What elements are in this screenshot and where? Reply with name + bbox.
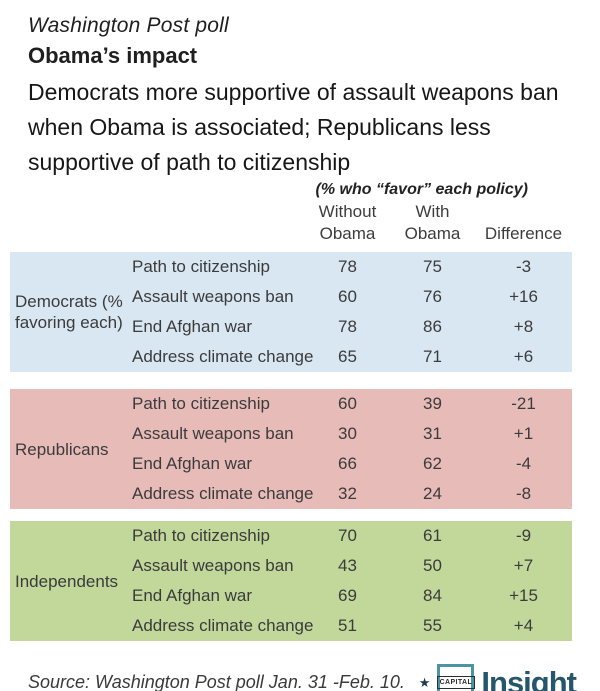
poll-table: Without Obama With Obama Difference Demo… [10,201,600,641]
star-icon: ★ [418,675,431,690]
value-difference: -3 [515,257,532,276]
source-note: Source: Washington Post poll Jan. 31 -Fe… [28,672,405,691]
group-label-republicans: Republicans [15,439,109,459]
value-without-obama: 78 [338,257,357,276]
policy-label: Assault weapons ban [132,424,294,443]
value-difference: +7 [513,556,534,575]
poll-source-kicker: Washington Post poll [28,14,229,37]
value-difference: +8 [513,317,534,336]
value-without-obama: 66 [338,454,357,473]
column-header-without-obama: Without Obama [318,202,377,243]
value-with-obama: 62 [423,454,442,473]
value-without-obama: 65 [338,347,357,366]
value-difference: -8 [515,484,532,503]
policy-label: End Afghan war [132,586,253,605]
logo-wordmark: Insight [481,665,577,691]
value-with-obama: 50 [423,556,442,575]
group-band-democrats: Democrats (% favoring each) Path to citi… [10,252,572,372]
value-with-obama: 31 [423,424,442,443]
policy-label: End Afghan war [132,317,253,336]
unit-note: (% who “favor” each policy) [315,181,528,198]
value-without-obama: 43 [338,556,357,575]
policy-label: Assault weapons ban [132,287,294,306]
policy-label: Address climate change [132,347,314,366]
capital-box: CAPITAL [436,664,476,691]
policy-label: Path to citizenship [132,394,270,413]
value-with-obama: 71 [423,347,442,366]
group-band-republicans: Republicans Path to citizenship 60 39 -2… [10,389,572,509]
value-with-obama: 61 [423,526,442,545]
value-with-obama: 76 [423,287,442,306]
value-without-obama: 78 [338,317,357,336]
value-difference: +1 [513,424,534,443]
value-with-obama: 39 [423,394,442,413]
value-with-obama: 86 [423,317,442,336]
policy-label: Assault weapons ban [132,556,294,575]
value-without-obama: 60 [338,287,357,306]
value-difference: +15 [509,586,538,605]
column-header-with-obama: With Obama [404,202,461,243]
value-difference: -21 [511,394,536,413]
value-difference: +16 [509,287,538,306]
policy-label: Path to citizenship [132,526,270,545]
subtitle: Democrats more supportive of assault wea… [28,75,572,180]
value-without-obama: 30 [338,424,357,443]
column-header-difference: Difference [484,224,563,243]
value-without-obama: 51 [338,616,357,635]
subtitle-line-3: supportive of path to citizenship [28,149,351,175]
subtitle-line-2: when Obama is associated; Republicans le… [28,114,491,140]
value-without-obama: 60 [338,394,357,413]
value-difference: +4 [513,616,534,635]
page-title: Obama’s impact [28,43,198,68]
policy-label: Address climate change [132,616,314,635]
capital-insight-logo: ★ CAPITAL Insight [418,664,577,691]
subtitle-line-1: Democrats more supportive of assault wea… [28,79,559,105]
group-label-democrats: Democrats (% favoring each) [15,292,123,332]
value-difference: -4 [515,454,532,473]
value-with-obama: 24 [423,484,442,503]
value-with-obama: 75 [423,257,442,276]
capital-box-word: CAPITAL [436,676,476,689]
value-without-obama: 69 [338,586,357,605]
header: Washington Post poll Obama’s impact Demo… [0,0,600,199]
policy-label: Path to citizenship [132,257,270,276]
policy-label: End Afghan war [132,454,253,473]
value-difference: +6 [513,347,534,366]
value-difference: -9 [515,526,532,545]
group-label-independents: Independents [15,571,119,591]
column-header-row: Without Obama With Obama Difference [10,201,572,252]
value-without-obama: 70 [338,526,357,545]
footer: Source: Washington Post poll Jan. 31 -Fe… [0,641,600,691]
group-band-independents: Independents Path to citizenship 70 61 -… [10,521,572,641]
value-with-obama: 84 [423,586,442,605]
value-with-obama: 55 [423,616,442,635]
value-without-obama: 32 [338,484,357,503]
policy-label: Address climate change [132,484,314,503]
